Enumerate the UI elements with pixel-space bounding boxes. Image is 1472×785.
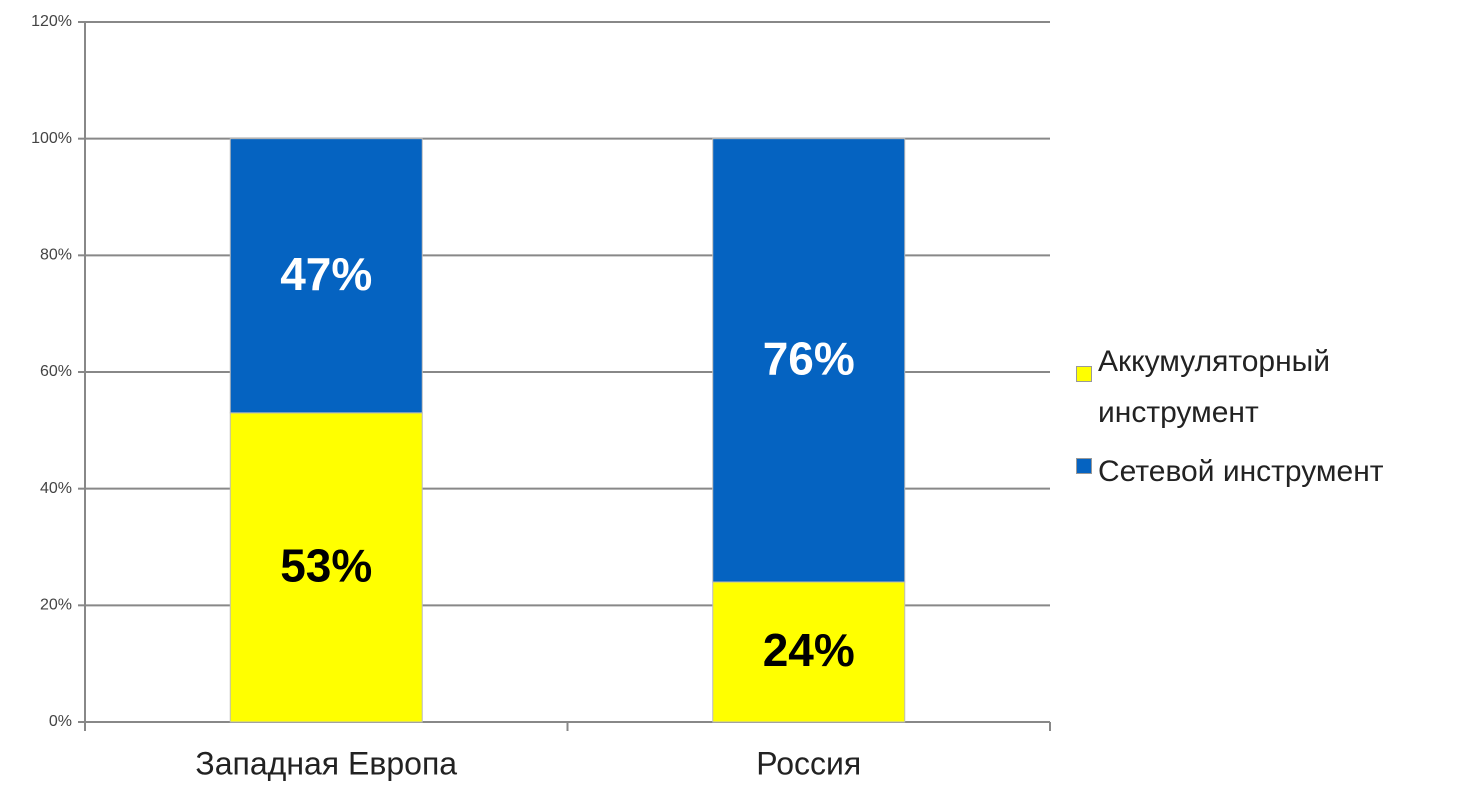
y-tick-label: 120% [31, 13, 72, 30]
data-label: 53% [280, 540, 372, 592]
legend-label: Сетевой инструмент [1098, 455, 1384, 488]
legend-item: Сетевой инструмент [1076, 446, 1468, 497]
data-label: 76% [763, 332, 855, 384]
bar-segment [229, 138, 423, 414]
bar-segment [229, 412, 423, 723]
y-tick-label: 80% [40, 247, 72, 264]
y-tick-label: 60% [40, 363, 72, 380]
legend-label: Аккумуляторный инструмент [1098, 345, 1330, 429]
legend-item: Аккумуляторный инструмент [1076, 336, 1468, 438]
data-label: 24% [763, 624, 855, 676]
legend-swatch [1076, 458, 1092, 474]
x-tick-label: Западная Европа [195, 745, 457, 781]
y-tick-label: 40% [40, 480, 72, 497]
legend: Аккумуляторный инструмент Сетевой инструм… [1076, 336, 1468, 505]
legend-swatch [1076, 366, 1092, 382]
y-tick-label: 20% [40, 597, 72, 614]
x-tick-label: Россия [756, 745, 861, 781]
bar-segment [712, 581, 906, 723]
data-label: 47% [280, 248, 372, 300]
bar-segment [712, 138, 906, 583]
y-tick-label: 0% [49, 713, 72, 730]
y-tick-label: 100% [31, 130, 72, 147]
